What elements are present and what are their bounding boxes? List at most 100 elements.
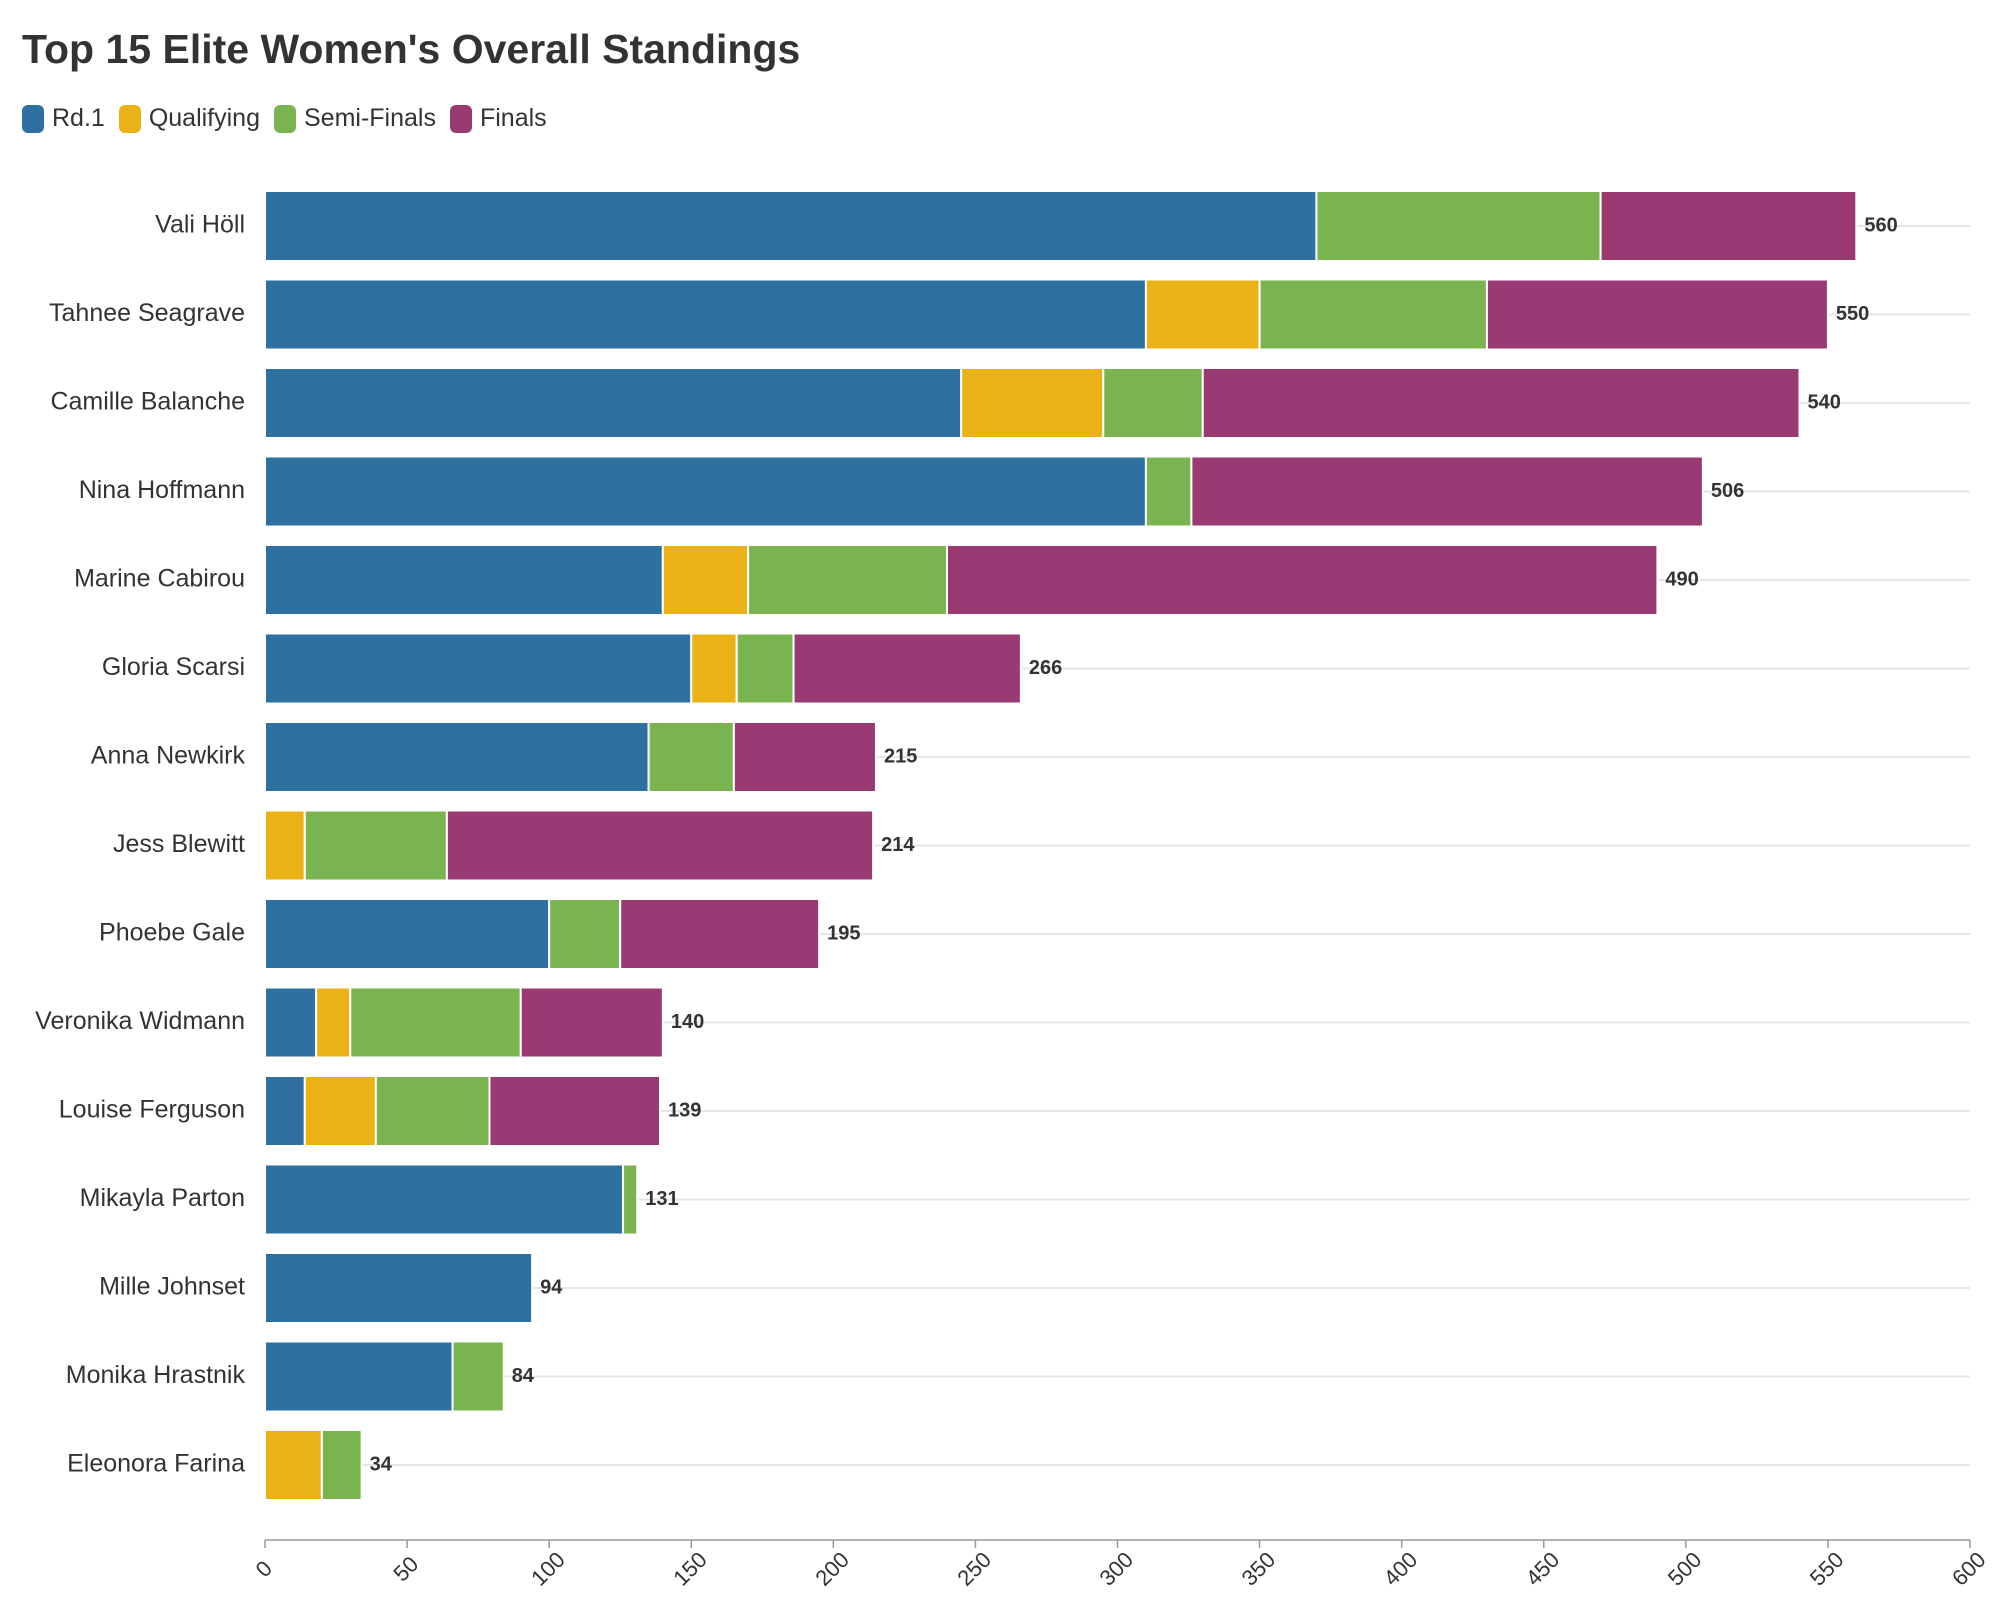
bar-segment-rd-1 [264, 898, 551, 970]
bar-segment-rd-1 [264, 986, 318, 1059]
category-label: Tahnee Seagrave [49, 299, 245, 327]
category-label: Veronika Widmann [35, 1007, 245, 1035]
total-label: 84 [512, 1365, 535, 1387]
bar-segment-rd-1 [264, 278, 1147, 351]
category-label: Eleonora Farina [67, 1450, 245, 1478]
bar-segment-finals [1485, 278, 1829, 351]
category-label: Mille Johnset [99, 1273, 245, 1301]
total-label: 131 [645, 1188, 678, 1210]
bar-segment-finals [619, 898, 821, 970]
x-tick-label: 150 [668, 1547, 712, 1591]
bar-segment-rd-1 [264, 1075, 306, 1147]
legend-label-qualifying: Qualifying [148, 104, 260, 132]
legend-label-finals: Finals [479, 104, 547, 132]
legend-item-qualifying[interactable]: Qualifying [118, 104, 260, 133]
bar-segment-semi-finals [1102, 367, 1204, 439]
total-label: 195 [827, 922, 860, 944]
bar-segment-finals [488, 1075, 661, 1147]
bar-segment-rd-1 [264, 455, 1147, 528]
category-label: Marine Cabirou [74, 565, 245, 593]
bar-segment-semi-finals [548, 898, 622, 970]
category-label: Vali Höll [155, 211, 245, 239]
total-label: 550 [1836, 303, 1869, 325]
bar-segment-rd-1 [264, 1163, 625, 1236]
bar-segment-semi-finals [1144, 455, 1193, 528]
x-tick-label: 100 [526, 1547, 570, 1591]
bar-segment-qualifying [661, 544, 750, 616]
legend-swatch-finals [449, 104, 472, 133]
bar-segment-finals [519, 986, 664, 1059]
bar-segment-semi-finals [1258, 278, 1488, 351]
bar-segment-semi-finals [1315, 190, 1602, 262]
bar-segment-finals [1201, 367, 1801, 439]
bar-segment-rd-1 [264, 367, 963, 439]
bar-segment-semi-finals [451, 1340, 505, 1413]
bar-segment-finals [445, 809, 875, 882]
legend-label-semi-finals: Semi-Finals [303, 104, 436, 132]
bar-segment-qualifying [960, 367, 1105, 439]
bar-segment-semi-finals [747, 544, 948, 616]
bar-segment-qualifying [264, 1429, 323, 1501]
x-tick-label: 250 [952, 1547, 996, 1591]
bar-segment-rd-1 [264, 632, 693, 705]
x-tick-label: 300 [1094, 1547, 1138, 1591]
x-tick-label: 400 [1379, 1547, 1423, 1591]
total-label: 540 [1808, 391, 1841, 413]
total-label: 215 [884, 745, 917, 767]
x-tick-label: 450 [1521, 1547, 1565, 1591]
bar-segment-rd-1 [264, 721, 650, 793]
total-label: 140 [671, 1011, 704, 1033]
bar-segment-semi-finals [349, 986, 522, 1059]
x-tick-label: 550 [1805, 1547, 1849, 1591]
bar-segment-rd-1 [264, 1252, 534, 1324]
x-tick-label: 200 [810, 1547, 854, 1591]
total-label: 490 [1665, 568, 1698, 590]
total-label: 560 [1864, 214, 1897, 236]
total-label: 94 [540, 1276, 563, 1298]
bar-segment-semi-finals [735, 632, 795, 705]
bar-segment-finals [1190, 455, 1704, 528]
category-label: Jess Blewitt [113, 830, 245, 858]
total-label: 214 [881, 834, 915, 856]
bar-segment-qualifying [1144, 278, 1261, 351]
x-tick-label: 350 [1237, 1547, 1281, 1591]
bar-segment-qualifying [690, 632, 738, 705]
legend-item-rd1[interactable]: Rd.1 [22, 104, 105, 133]
bar-segment-finals [732, 721, 877, 793]
bar-segment-finals [1599, 190, 1858, 262]
bar-segment-semi-finals [374, 1075, 491, 1147]
category-label: Mikayla Parton [80, 1184, 245, 1212]
total-label: 506 [1711, 480, 1744, 502]
total-label: 139 [668, 1099, 701, 1121]
bar-segment-qualifying [303, 1075, 377, 1147]
bar-segment-finals [792, 632, 1022, 705]
category-label: Nina Hoffmann [79, 476, 245, 504]
legend-swatch-rd1 [22, 104, 44, 133]
bar-segment-rd-1 [264, 190, 1318, 262]
bar-segment-semi-finals [647, 721, 735, 793]
category-label: Anna Newkirk [91, 742, 246, 770]
x-tick-label: 0 [251, 1556, 277, 1582]
bar-segment-qualifying [315, 986, 352, 1059]
chart-title: Top 15 Elite Women's Overall Standings [22, 26, 801, 72]
legend: Rd.1 Qualifying Semi-Finals Finals [22, 104, 561, 133]
bar-segment-qualifying [264, 809, 306, 882]
category-label: Gloria Scarsi [102, 653, 245, 681]
legend-swatch-qualifying [118, 104, 141, 133]
category-label: Louise Ferguson [59, 1096, 245, 1124]
bar-segment-finals [946, 544, 1659, 616]
total-label: 34 [370, 1453, 393, 1475]
x-tick-label: 50 [388, 1551, 423, 1586]
legend-item-semi-finals[interactable]: Semi-Finals [273, 104, 436, 133]
bar-segment-semi-finals [622, 1163, 639, 1236]
category-label: Camille Balanche [50, 388, 245, 416]
legend-label-rd1: Rd.1 [52, 104, 105, 132]
legend-swatch-semi-finals [273, 104, 296, 133]
bar-segment-semi-finals [303, 809, 448, 882]
bar-segment-rd-1 [264, 1340, 454, 1413]
bar-segment-semi-finals [320, 1429, 363, 1501]
x-tick-label: 500 [1663, 1547, 1707, 1591]
legend-item-finals[interactable]: Finals [449, 104, 547, 133]
category-label: Phoebe Gale [99, 919, 245, 947]
bar-segment-rd-1 [264, 544, 664, 616]
